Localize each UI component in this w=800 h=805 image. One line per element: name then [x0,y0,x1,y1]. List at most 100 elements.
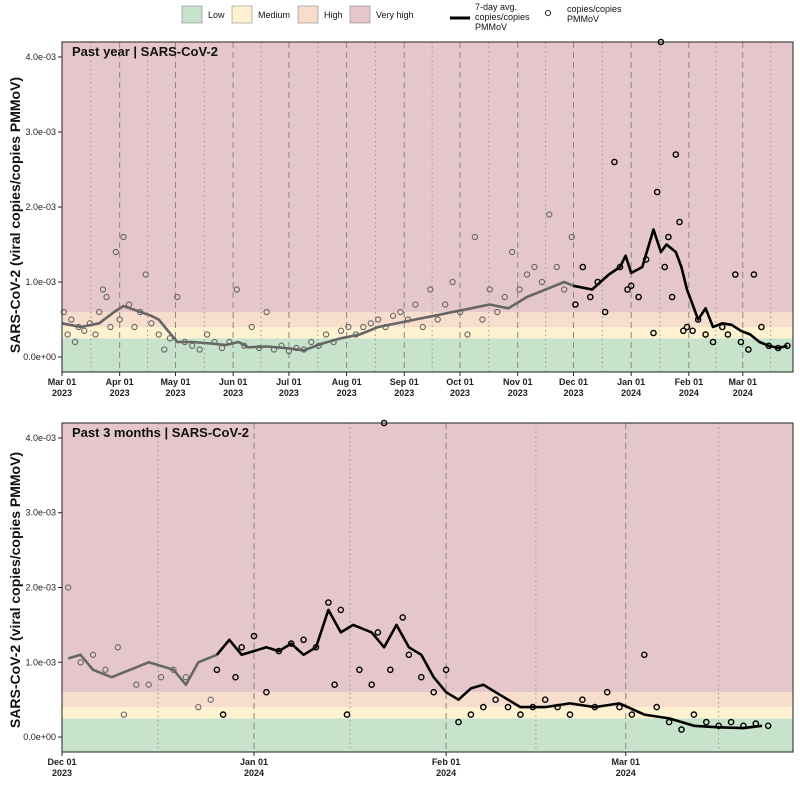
past-3-months-data-point [653,703,661,711]
past-3-months-data-point [368,681,376,689]
past-year-data-point [745,346,752,353]
past-year-data-point [531,263,538,271]
past-year-xtick-year: 2024 [679,388,699,398]
past-3-months-data-point [455,718,462,726]
past-year-data-point [375,316,382,323]
past-year-xtick-year: 2023 [337,388,357,398]
past-3-months-xtick-label: Jan 01 [240,757,268,767]
past-3-months-data-point [442,666,450,674]
past-year-data-point [486,286,493,293]
past-year-xtick-year: 2023 [110,388,130,398]
past-3-months-data-point [386,666,394,674]
past-year-data-point [64,331,71,338]
past-year-data-point [668,293,676,301]
past-year-xtick-year: 2023 [450,388,470,398]
legend-label-medium: Medium [258,10,290,20]
past-year-data-point [92,331,99,338]
past-year-data-point [99,286,107,293]
legend-avg-line2: copies/copies [475,12,530,22]
past-year-data-point [148,320,155,327]
past-3-months-ytick-label: 1.0e-03 [25,657,56,667]
past-year-data-point [112,248,120,256]
past-year-data-point [174,293,181,301]
legend-label-very-high: Very high [376,10,414,20]
past-year-data-point [449,278,456,286]
past-year-data-point [611,158,618,166]
legend-point-swatch [544,9,552,17]
past-3-months-ytick-label: 3.0e-03 [25,508,56,518]
past-year-xtick-label: Dec 01 [559,377,588,387]
legend-swatch-high [297,5,319,24]
past-year-data-point [367,320,374,327]
past-3-months-data-point [399,614,407,621]
past-3-months-data-point [207,696,214,703]
past-year-xtick-label: May 01 [160,377,190,387]
past-3-months-data-point [641,651,648,659]
past-3-months-data-point [764,722,772,730]
past-year-data-point [155,331,162,338]
legend-swatch-very-high [349,5,371,24]
past-3-months-data-point [703,718,710,726]
past-3-months-data-point [405,651,413,659]
past-3-months-xtick-year: 2024 [244,768,264,778]
past-year-data-point [553,263,560,271]
past-3-months-ytick-label: 4.0e-03 [25,433,56,443]
past-year-data-point [479,316,486,323]
legend-swatch-medium [231,5,253,24]
panel-past-year-ylabel: SARS-CoV-2 (viral copies/copies PMMoV) [7,77,23,353]
past-3-months-data-point [727,718,735,726]
past-3-months-data-point [517,711,524,718]
past-year-data-point [308,338,315,346]
past-year-data-point [653,188,661,196]
past-year-data-point [538,278,546,286]
past-year-data-point [142,271,149,278]
past-3-months-data-point [331,681,338,689]
past-year-data-point [81,327,88,334]
past-year-data-point [107,323,114,331]
past-3-months-ytick-label: 2.0e-03 [25,583,56,593]
past-year-xtick-label: Sep 01 [390,377,419,387]
past-year-data-point [523,271,531,278]
past-year-xtick-label: Feb 01 [675,377,704,387]
past-3-months-data-point [195,703,202,711]
past-year-band-medium [62,327,793,339]
past-year-data-point [233,286,240,293]
past-3-months-data-point [287,640,295,647]
past-year-xtick-label: Jun 01 [219,377,248,387]
legend-obs-line1: copies/copies [567,4,622,14]
past-year-xtick-label: Apr 01 [106,377,134,387]
past-year-data-point [627,282,635,290]
past-year-data-point [412,301,419,308]
past-3-months-data-point [102,666,109,673]
past-year-data-point [196,346,203,353]
legend-label-low: Low [208,10,225,20]
past-3-months-data-point [263,688,270,696]
past-year-data-point [579,263,587,271]
panel-past-3-months: Past 3 months | SARS-CoV-2 0.0e+00 1.0e-0… [7,419,794,778]
panel-past-year-title: Past year | SARS-CoV-2 [72,44,218,59]
past-year-data-point [442,301,449,308]
past-year-data-point [676,218,683,226]
past-3-months-data-point [250,632,258,640]
past-3-months-data-point [238,644,245,651]
past-year-data-point [120,233,127,241]
past-year-data-point [389,312,397,319]
past-3-months-data-point [579,696,586,704]
past-3-months-xtick-year: 2023 [52,768,72,778]
legend-obs-line2: PMMoV [567,14,599,24]
past-year-xtick-label: Jan 01 [617,377,645,387]
past-year-data-point [672,151,680,158]
panel-past-3-months-title: Past 3 months | SARS-CoV-2 [72,425,249,440]
past-3-months-data-point [232,673,239,681]
past-year-xtick-year: 2023 [508,388,528,398]
past-year-ytick-label: 2.0e-03 [25,202,56,212]
past-3-months-data-point [213,666,221,674]
past-year-data-point [568,233,575,241]
past-year-data-point [60,308,68,316]
past-3-months-avg-line-recent [215,608,763,730]
legend-avg-line1: 7-day avg. [475,2,517,12]
past-3-months-data-point [343,711,351,718]
past-3-months-data-point [566,711,574,718]
past-year-data-point [758,323,765,331]
